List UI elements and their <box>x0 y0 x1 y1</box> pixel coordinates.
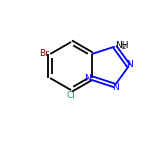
Text: NH: NH <box>116 41 129 50</box>
Text: Br: Br <box>40 49 49 58</box>
Text: 2: 2 <box>122 44 126 50</box>
Text: Cl: Cl <box>67 91 75 100</box>
Text: N: N <box>126 60 133 69</box>
Text: N: N <box>84 74 91 83</box>
Text: N: N <box>112 83 119 92</box>
